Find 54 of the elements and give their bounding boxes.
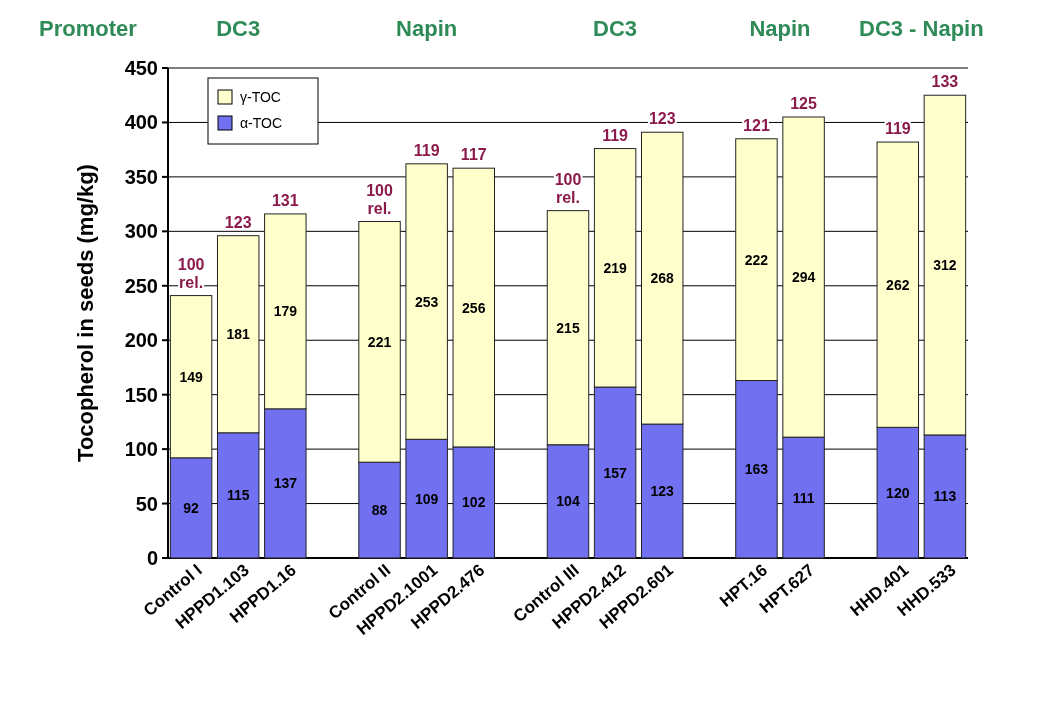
y-tick-label: 200 [124,329,158,352]
y-tick-label: 50 [135,492,158,515]
text: Napin [749,16,811,41]
annotation: 100 rel. [366,181,393,217]
text: DC3 [216,16,261,41]
y-tick-label: 250 [124,274,158,297]
text: Promoter [39,16,138,41]
data-label: 88 [371,502,388,519]
data-label: 102 [462,494,486,511]
data-label: 115 [226,487,250,504]
legend-label: α-TOC [240,115,283,131]
data-label: 104 [556,493,580,510]
data-label: 181 [226,326,251,343]
y-axis-title: Tocopherol in seeds (mg/kg) [73,164,98,462]
text: DC3 [593,16,638,41]
annotation: 125 [790,95,818,112]
annotation: 123 [224,213,252,231]
data-label: 215 [556,319,580,336]
data-label: 262 [886,276,910,293]
data-label: 149 [179,368,203,385]
data-label: 109 [414,490,439,507]
annotation: 119 [884,120,911,138]
data-label: 179 [273,303,298,320]
y-tick-label: 150 [124,383,158,406]
y-tick-label: 100 [124,438,158,461]
data-label: 253 [414,293,439,310]
data-label: 123 [650,483,675,500]
data-label: 222 [744,251,769,268]
data-label: 268 [650,270,675,287]
annotation: 133 [931,73,959,91]
legend-label: γ-TOC [240,89,281,105]
text: Napin [396,16,458,41]
data-label: 312 [933,257,957,274]
data-label: 157 [603,464,628,481]
data-label: 137 [273,475,298,492]
y-tick-label: 450 [124,57,158,79]
data-label: 256 [462,299,486,316]
annotation: 131 [271,191,299,209]
annotation: 119 [413,141,440,159]
data-label: 163 [744,461,769,478]
y-tick-label: 350 [124,165,158,188]
data-label: 92 [183,499,200,516]
data-label: 294 [791,269,816,286]
data-label: 111 [792,489,815,506]
data-label: 221 [367,333,392,350]
y-tick-label: 300 [124,220,158,243]
y-tick-label: 400 [124,111,158,134]
data-label: 120 [886,484,910,501]
text: DC3 - Napin [859,16,984,41]
annotation: 119 [602,126,629,144]
data-label: 113 [933,488,957,505]
annotation: 117 [460,146,487,164]
y-tick-label: 0 [146,547,158,569]
data-label: 219 [603,259,628,276]
